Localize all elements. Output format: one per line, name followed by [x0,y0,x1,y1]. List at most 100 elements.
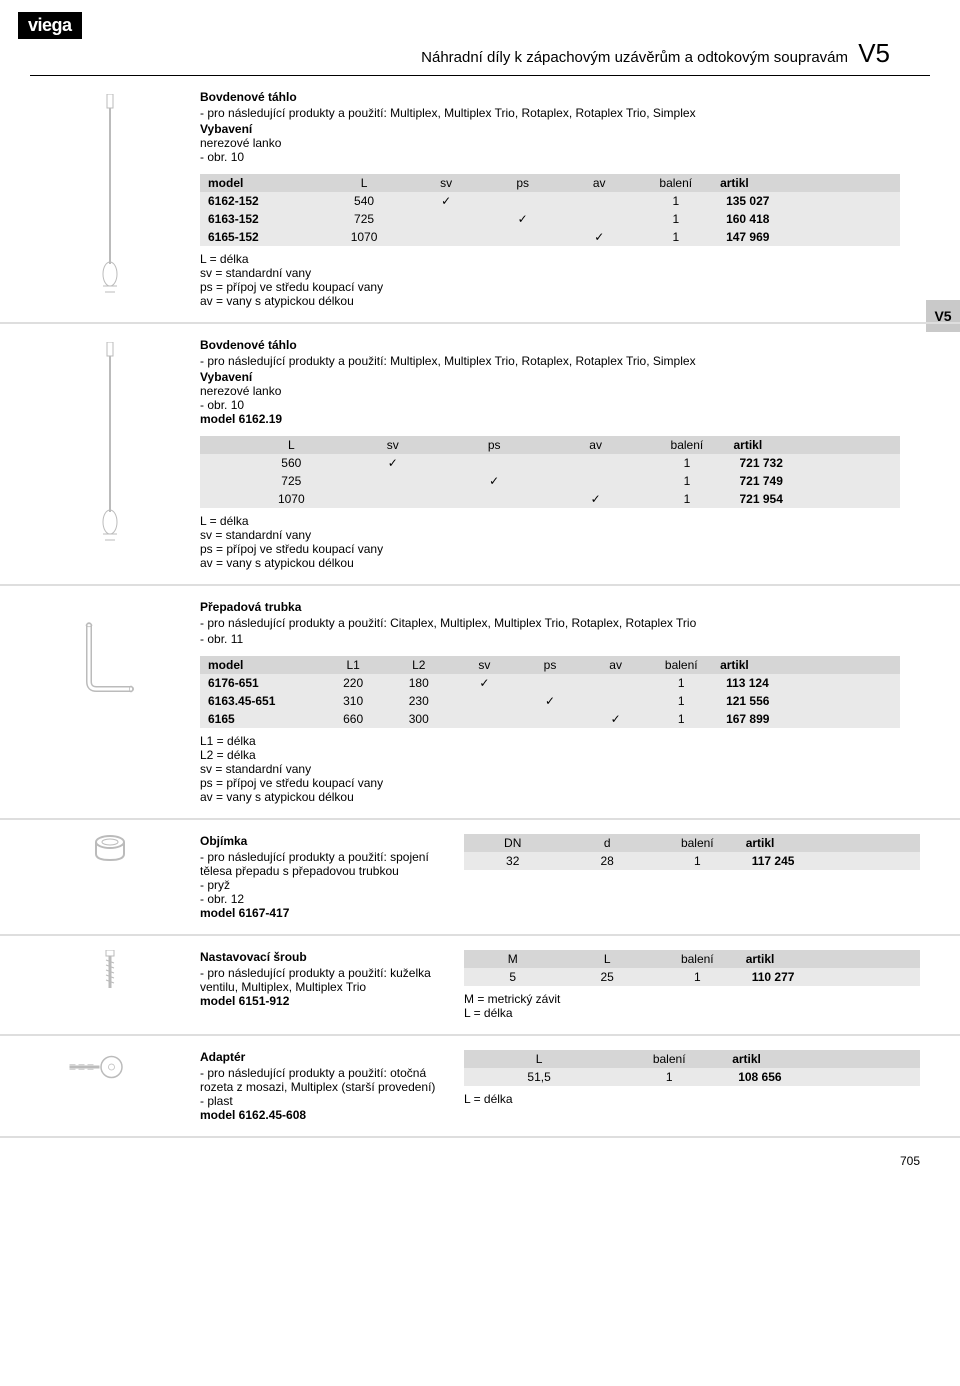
product-title: Adaptér [200,1050,440,1064]
legend-line: L1 = délka [200,734,920,748]
legend-line: av = vany s atypickou délkou [200,790,920,804]
td: 1 [638,228,715,246]
td [517,674,583,692]
legend: L1 = délka L2 = délka sv = standardní va… [200,734,920,804]
th: balení [612,1050,726,1068]
th-artikl: artikl [714,174,812,192]
th: ps [517,656,583,674]
td: 220 [320,674,386,692]
td: 1 [648,674,714,692]
section-adapter: Adaptér pro následující produkty a použi… [0,1036,960,1138]
th: L [241,436,342,454]
td: 6165 [200,710,320,728]
td: 230 [386,692,452,710]
product-table: L balení artikl 51,5 1 108 656 [464,1050,920,1086]
equipment-text: nerezové lanko [200,384,920,398]
legend-line: ps = přípoj ve středu koupací vany [200,776,920,790]
product-title: Bovdenové táhlo [200,338,920,352]
product-desc: pro následující produkty a použití: Mult… [200,354,920,368]
section-bovden-2: Bovdenové táhlo pro následující produkty… [0,324,960,586]
page-title: Náhradní díly k zápachovým uzávěrům a od… [30,0,930,76]
th: balení [655,834,740,852]
td: 32 [464,852,559,870]
legend-line: sv = standardní vany [200,528,920,542]
td: ✓ [443,472,544,490]
td [342,490,443,508]
page-title-text: Náhradní díly k zápachovým uzávěrům a od… [421,49,848,66]
th: sv [452,656,518,674]
product-table: DN d balení artikl 32 28 1 117 245 [464,834,920,870]
th: av [561,174,638,192]
td: 1 [638,192,715,210]
th: balení [646,436,727,454]
table-row: 6165-152 1070 ✓ 1 147 969 [200,228,900,246]
td: 1 [638,210,715,228]
th-artikl: artikl [740,834,835,852]
equipment-label: Vybavení [200,370,920,384]
th: L [320,174,408,192]
legend-line: av = vany s atypickou délkou [200,556,920,570]
legend-line: M = metrický závit [464,992,920,1006]
td: 1 [655,852,740,870]
td-artikl: 113 124 [714,674,812,692]
td: 6162-152 [200,192,320,210]
page-number: 705 [900,1154,920,1168]
td: 1 [612,1068,726,1086]
td: 725 [241,472,342,490]
model-line: model 6162.45-608 [200,1108,440,1122]
td-artikl: 167 899 [714,710,812,728]
td: 1 [646,490,727,508]
td: ✓ [342,454,443,472]
td [452,710,518,728]
legend-line: L = délka [200,514,920,528]
legend-line: sv = standardní vany [200,762,920,776]
td: ✓ [561,228,638,246]
td [452,692,518,710]
table-row: 6163-152 725 ✓ 1 160 418 [200,210,900,228]
td [517,710,583,728]
th: balení [638,174,715,192]
figure-ref: obr. 12 [200,892,440,906]
product-title: Objímka [200,834,440,848]
th: d [559,834,654,852]
logo: viega [18,12,82,39]
th-artikl: artikl [727,436,818,454]
td [583,692,649,710]
legend-line: L2 = délka [200,748,920,762]
td [408,228,485,246]
legend-line: av = vany s atypickou délkou [200,294,920,308]
th: M [464,950,559,968]
product-table: model L1 L2 sv ps av balení artikl 6176-… [200,656,900,728]
td: 180 [386,674,452,692]
td [561,210,638,228]
td: 300 [386,710,452,728]
page-title-code: V5 [858,38,890,68]
section-bovden-1: Bovdenové táhlo pro následující produkty… [0,76,960,324]
equipment-text: nerezové lanko [200,136,920,150]
product-table: model L sv ps av balení artikl 6162-152 … [200,174,900,246]
th [200,436,241,454]
td: 6165-152 [200,228,320,246]
td: ✓ [408,192,485,210]
table-header: DN d balení artikl [464,834,920,852]
td: 1 [648,710,714,728]
td-artikl: 721 954 [727,490,818,508]
model-line: model 6167-417 [200,906,440,920]
td: 28 [559,852,654,870]
table-header: model L sv ps av balení artikl [200,174,900,192]
product-desc: pro následující produkty a použití: spoj… [200,850,440,878]
section-prepadova: Přepadová trubka pro následující produkt… [0,586,960,820]
table-row: 560 ✓ 1 721 732 [200,454,900,472]
table-row: 51,5 1 108 656 [464,1068,920,1086]
legend: L = délka sv = standardní vany ps = příp… [200,252,920,308]
table-row: 32 28 1 117 245 [464,852,920,870]
legend-line: L = délka [464,1006,920,1020]
td: 540 [320,192,408,210]
figure-ref: obr. 10 [200,398,920,412]
td: ✓ [545,490,646,508]
td: ✓ [452,674,518,692]
td: 6163.45-651 [200,692,320,710]
product-table: M L balení artikl 5 25 1 110 277 [464,950,920,986]
illustration-clamp [80,834,140,864]
th: DN [464,834,559,852]
